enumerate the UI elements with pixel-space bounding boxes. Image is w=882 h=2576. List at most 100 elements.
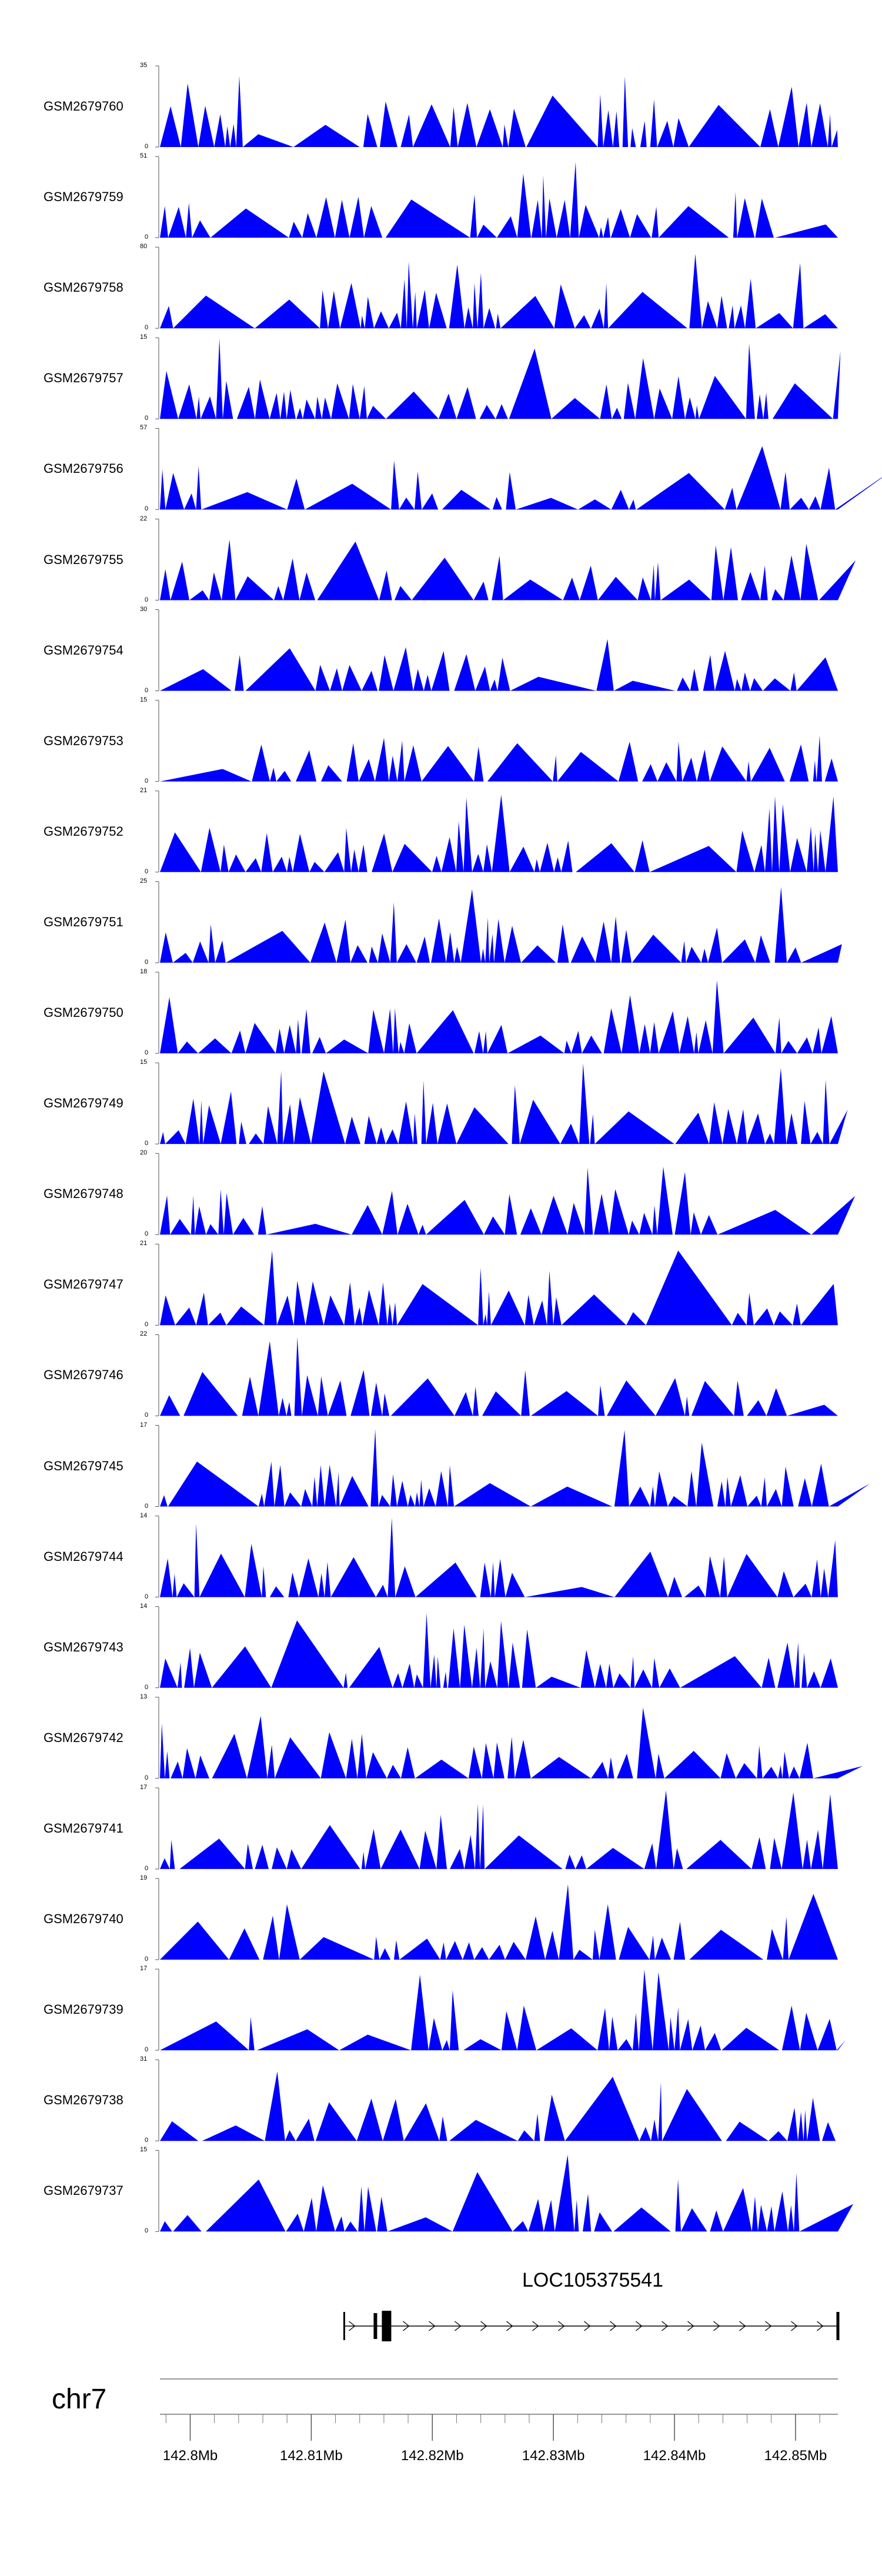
track-label: GSM2679739 xyxy=(44,2002,123,2017)
track-ymin: 0 xyxy=(145,1412,149,1419)
chromosome-label: chr7 xyxy=(52,2384,107,2415)
strand-arrow xyxy=(558,2321,565,2331)
signal-area-gsm2679745 xyxy=(160,1429,870,1507)
signal-area-gsm2679737 xyxy=(160,2154,854,2232)
track-ymax: 19 xyxy=(140,1874,148,1881)
track-ymin: 0 xyxy=(145,1774,149,1781)
track-label: GSM2679745 xyxy=(44,1458,123,1473)
track-ymax: 21 xyxy=(140,786,148,794)
track-label: GSM2679743 xyxy=(44,1639,123,1654)
strand-arrow xyxy=(817,2321,824,2331)
track-ymin: 0 xyxy=(145,143,149,150)
strand-arrow xyxy=(662,2321,669,2331)
signal-area-gsm2679751 xyxy=(160,887,842,963)
track-ymax: 30 xyxy=(140,605,148,613)
track-ymax: 15 xyxy=(140,696,148,703)
signal-area-gsm2679752 xyxy=(160,795,838,872)
signal-area-gsm2679758 xyxy=(160,253,839,329)
signal-area-gsm2679740 xyxy=(160,1884,838,1960)
signal-area-gsm2679753 xyxy=(160,735,838,782)
track-label: GSM2679755 xyxy=(44,552,123,567)
track-label: GSM2679760 xyxy=(44,99,123,114)
strand-arrow xyxy=(429,2321,436,2331)
track-ymax: 25 xyxy=(140,877,148,885)
x-tick-label: 142.8Mb xyxy=(162,2448,218,2464)
track-ymin: 0 xyxy=(145,1230,149,1238)
strand-arrow xyxy=(506,2321,513,2331)
signal-area-gsm2679743 xyxy=(160,1613,838,1688)
strand-arrow xyxy=(480,2321,487,2331)
strand-arrow xyxy=(791,2321,798,2331)
track-ymin: 0 xyxy=(145,1683,149,1691)
track-ymax: 21 xyxy=(140,1240,148,1247)
signal-area-gsm2679739 xyxy=(160,1970,846,2051)
track-label: GSM2679756 xyxy=(44,461,123,476)
track-label: GSM2679740 xyxy=(44,1911,123,1926)
signal-area-gsm2679756 xyxy=(160,446,882,510)
track-ymin: 0 xyxy=(145,415,149,422)
signal-area-gsm2679748 xyxy=(160,1166,856,1235)
track-label: GSM2679748 xyxy=(44,1186,123,1202)
track-ymin: 0 xyxy=(145,1864,149,1872)
track-ymin: 0 xyxy=(145,1502,149,1510)
gene-exon xyxy=(382,2311,392,2341)
track-ymax: 15 xyxy=(140,333,148,341)
track-ymax: 17 xyxy=(140,1783,148,1791)
gene-exon xyxy=(373,2313,377,2339)
track-ymax: 17 xyxy=(140,1421,148,1429)
track-label: GSM2679759 xyxy=(44,189,123,205)
track-ymin: 0 xyxy=(145,958,149,966)
track-ymax: 80 xyxy=(140,243,148,251)
strand-arrow xyxy=(739,2321,746,2331)
signal-area-gsm2679747 xyxy=(160,1250,838,1326)
strand-arrow xyxy=(636,2321,643,2331)
track-label: GSM2679746 xyxy=(44,1367,123,1383)
track-label: GSM2679754 xyxy=(44,642,123,658)
track-ymin: 0 xyxy=(145,1956,149,1963)
track-ymax: 14 xyxy=(140,1511,148,1519)
signal-area-gsm2679741 xyxy=(160,1790,838,1869)
track-ymin: 0 xyxy=(145,2046,149,2054)
strand-arrow xyxy=(349,2321,356,2331)
signal-area-gsm2679760 xyxy=(160,76,838,147)
track-ymax: 15 xyxy=(140,2146,148,2154)
track-label: GSM2679750 xyxy=(44,1005,123,1020)
strand-arrow xyxy=(610,2321,617,2331)
signal-area-gsm2679754 xyxy=(160,639,838,691)
signal-area-gsm2679738 xyxy=(160,2071,839,2141)
signal-area-gsm2679750 xyxy=(160,980,838,1053)
track-ymax: 15 xyxy=(140,1059,148,1066)
strand-arrow xyxy=(403,2321,410,2331)
track-ymin: 0 xyxy=(145,777,149,785)
track-ymin: 0 xyxy=(145,2137,149,2144)
track-ymin: 0 xyxy=(145,233,149,241)
track-label: GSM2679752 xyxy=(44,823,123,839)
x-tick-label: 142.83Mb xyxy=(522,2448,585,2464)
track-ymax: 17 xyxy=(140,1965,148,1973)
strand-arrow xyxy=(584,2321,591,2331)
signal-area-gsm2679757 xyxy=(160,338,841,419)
track-label: GSM2679737 xyxy=(44,2183,123,2198)
track-label: GSM2679742 xyxy=(44,1730,123,1745)
x-tick-label: 142.82Mb xyxy=(400,2448,464,2464)
signal-area-gsm2679744 xyxy=(160,1517,838,1597)
track-label: GSM2679749 xyxy=(44,1096,123,1111)
track-ymax: 35 xyxy=(140,62,148,69)
track-ymax: 31 xyxy=(140,2056,148,2063)
signal-area-gsm2679742 xyxy=(160,1707,863,1778)
track-ymin: 0 xyxy=(145,1140,149,1147)
track-ymax: 13 xyxy=(140,1693,148,1700)
signal-area-gsm2679755 xyxy=(160,539,856,600)
strand-arrow xyxy=(532,2321,539,2331)
track-ymax: 57 xyxy=(140,424,148,432)
track-ymax: 18 xyxy=(140,968,148,975)
strand-arrow xyxy=(687,2321,694,2331)
track-ymin: 0 xyxy=(145,505,149,513)
track-ymax: 14 xyxy=(140,1602,148,1610)
track-label: GSM2679758 xyxy=(44,280,123,295)
track-label: GSM2679751 xyxy=(44,914,123,929)
gene-name: LOC105375541 xyxy=(522,2269,664,2291)
track-ymin: 0 xyxy=(145,1321,149,1329)
signal-area-gsm2679746 xyxy=(160,1337,838,1416)
